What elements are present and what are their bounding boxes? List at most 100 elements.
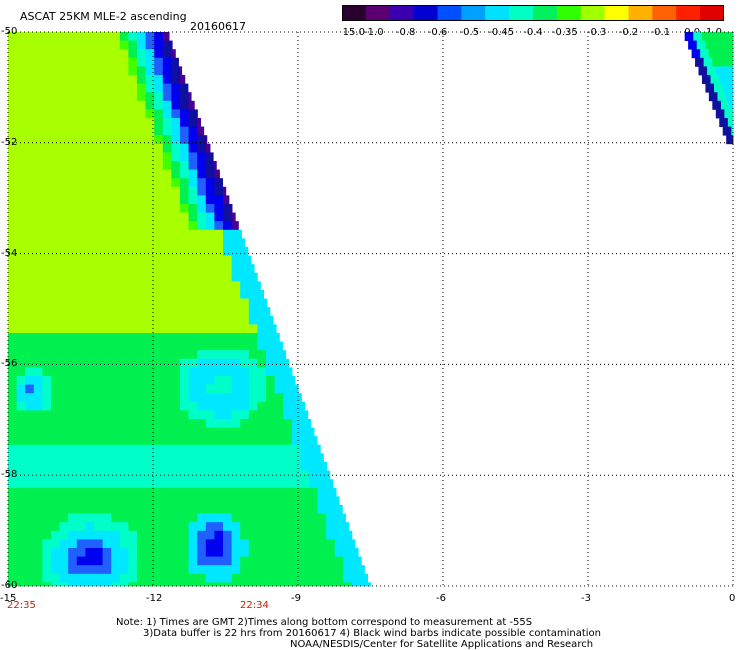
- field-cell: [33, 238, 43, 248]
- field-cell: [248, 470, 258, 480]
- field-cell: [68, 264, 78, 274]
- field-cell: [205, 229, 215, 239]
- field-cell: [68, 57, 78, 67]
- field-cell: [42, 32, 52, 41]
- field-cell: [171, 367, 181, 377]
- field-cell: [291, 436, 301, 446]
- field-cell: [76, 126, 86, 136]
- field-cell: [171, 333, 181, 342]
- field-cell: [85, 169, 95, 179]
- field-cell: [248, 393, 258, 403]
- field-cell: [334, 530, 344, 540]
- x-tick-label: -9: [291, 593, 301, 604]
- field-cell: [731, 40, 734, 50]
- field-cell: [291, 479, 301, 489]
- field-cell: [180, 436, 189, 446]
- field-cell: [162, 419, 172, 428]
- field-cell: [180, 100, 189, 110]
- field-cell: [68, 161, 78, 170]
- field-cell: [240, 444, 250, 454]
- field-cell: [119, 143, 129, 153]
- field-cell: [119, 178, 129, 188]
- field-cell: [240, 496, 250, 506]
- field-cell: [266, 582, 275, 587]
- field-cell: [137, 40, 146, 50]
- field-cell: [145, 204, 155, 213]
- field-cell: [33, 126, 43, 136]
- note-line-1: Note: 1) Times are GMT 2)Times along bot…: [116, 617, 533, 628]
- field-cell: [137, 565, 146, 575]
- field-cell: [145, 40, 155, 50]
- field-cell: [111, 453, 121, 463]
- field-cell: [42, 212, 52, 222]
- field-cell: [68, 195, 78, 205]
- field-cell: [154, 281, 164, 291]
- field-cell: [145, 367, 155, 377]
- field-cell: [145, 255, 155, 265]
- field-cell: [162, 556, 172, 566]
- field-cell: [171, 247, 181, 256]
- field-cell: [33, 401, 43, 411]
- field-cell: [25, 582, 35, 587]
- field-cell: [283, 470, 293, 480]
- field-cell: [16, 333, 26, 342]
- field-cell: [25, 57, 35, 67]
- field-cell: [102, 118, 112, 127]
- field-cell: [205, 582, 215, 587]
- field-cell: [214, 505, 224, 514]
- field-cell: [283, 384, 293, 394]
- field-cell: [119, 496, 129, 506]
- field-cell: [188, 204, 198, 213]
- field-cell: [257, 479, 267, 489]
- field-cell: [197, 281, 207, 291]
- field-cell: [240, 556, 250, 566]
- field-cell: [128, 333, 138, 342]
- field-cell: [16, 367, 26, 377]
- field-cell: [214, 307, 224, 317]
- field-cell: [248, 556, 258, 566]
- field-cell: [145, 479, 155, 489]
- field-cell: [51, 92, 60, 102]
- field-cell: [180, 83, 189, 93]
- field-cell: [300, 556, 310, 566]
- field-cell: [42, 186, 52, 196]
- field-cell: [171, 92, 181, 102]
- field-cell: [76, 470, 86, 480]
- colorbar-label: -15.0: [342, 27, 365, 37]
- field-cell: [137, 479, 146, 489]
- field-cell: [283, 367, 293, 377]
- field-cell: [326, 487, 336, 497]
- field-cell: [231, 376, 241, 385]
- field-cell: [240, 530, 250, 540]
- field-cell: [197, 341, 207, 351]
- field-cell: [102, 573, 112, 583]
- field-cell: [248, 505, 258, 514]
- field-cell: [188, 384, 198, 394]
- field-cell: [33, 307, 43, 317]
- field-cell: [180, 384, 189, 394]
- field-cell: [8, 238, 17, 248]
- field-cell: [137, 436, 146, 446]
- field-cell: [94, 496, 103, 506]
- field-cell: [291, 556, 301, 566]
- field-cell: [317, 453, 324, 463]
- field-cell: [188, 470, 198, 480]
- field-cell: [214, 229, 224, 239]
- field-cell: [85, 75, 95, 84]
- field-cell: [188, 556, 198, 566]
- field-cell: [59, 221, 69, 231]
- field-cell: [119, 298, 129, 308]
- field-cell: [274, 522, 284, 532]
- field-cell: [76, 307, 86, 317]
- field-cell: [119, 487, 129, 497]
- field-cell: [51, 186, 60, 196]
- field-cell: [68, 315, 78, 325]
- field-cell: [231, 290, 241, 299]
- field-cell: [197, 384, 207, 394]
- field-cell: [223, 505, 232, 514]
- field-cell: [231, 350, 241, 360]
- field-cell: [33, 487, 43, 497]
- field-cell: [51, 384, 60, 394]
- field-cell: [154, 358, 164, 368]
- field-cell: [42, 350, 52, 360]
